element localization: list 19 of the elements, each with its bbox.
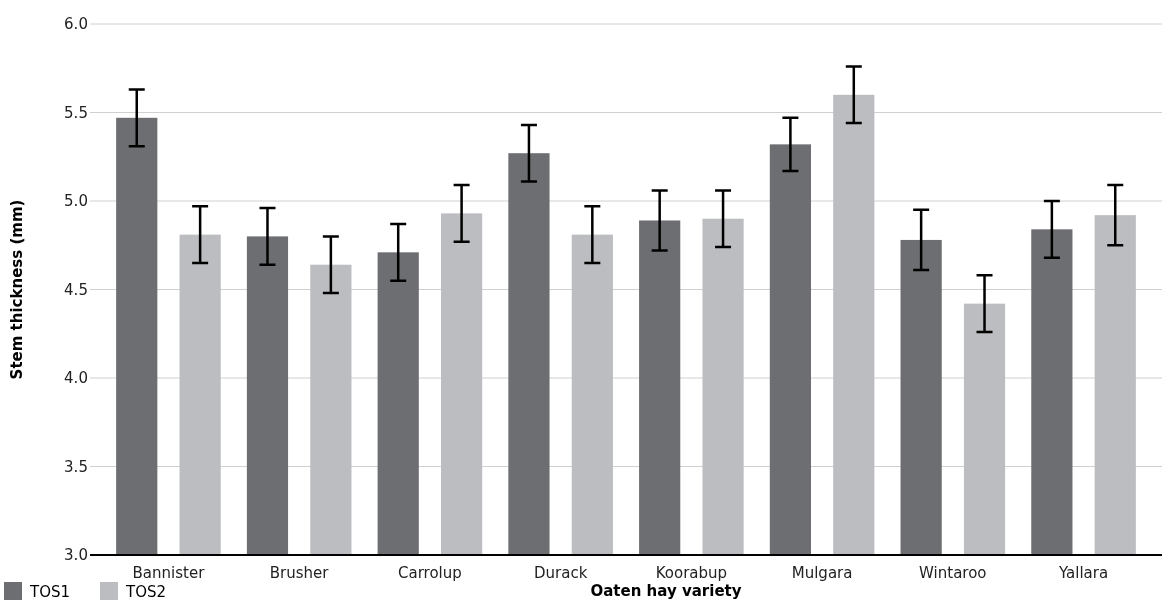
- x-tick-label: Koorabup: [655, 563, 728, 582]
- legend-label: TOS1: [29, 583, 71, 601]
- x-axis-title: Oaten hay variety: [590, 582, 742, 600]
- y-axis-title: Stem thickness (mm): [8, 199, 26, 380]
- x-tick-label: Durack: [533, 563, 588, 582]
- x-tick-label: Wintaroo: [919, 563, 987, 582]
- y-tick-label: 4.5: [64, 280, 88, 299]
- y-tick-label: 4.0: [64, 369, 88, 388]
- x-tick-label: Bannister: [132, 563, 206, 582]
- y-tick-label: 3.5: [64, 457, 88, 476]
- y-tick-label: 6.0: [64, 15, 88, 34]
- x-tick-label: Brusher: [269, 563, 330, 582]
- x-tick-label: Mulgara: [791, 563, 853, 582]
- x-tick-label: Carrolup: [398, 563, 462, 582]
- legend-label: TOS2: [125, 583, 167, 601]
- y-tick-label: 3.0: [64, 546, 88, 565]
- y-tick-label: 5.0: [64, 192, 88, 211]
- x-tick-label: Yallara: [1057, 563, 1109, 582]
- y-tick-label: 5.5: [64, 103, 88, 122]
